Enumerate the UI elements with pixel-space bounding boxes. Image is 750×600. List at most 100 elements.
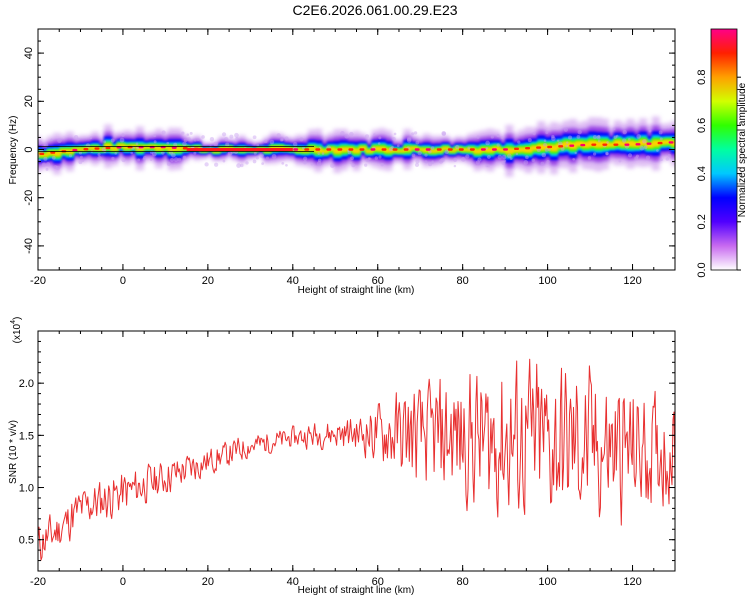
spectral-noise-dot — [281, 162, 285, 165]
spectral-noise-dot — [271, 153, 277, 159]
spectral-noise-dot — [592, 135, 598, 140]
spectral-noise-dot — [536, 147, 541, 153]
spectral-noise-dot — [388, 146, 394, 152]
spectral-band-cell — [53, 151, 62, 157]
spectral-peak — [580, 143, 586, 147]
spectral-peak — [105, 146, 111, 150]
spectral-noise-dot — [500, 136, 504, 139]
spectral-noise-dot — [97, 155, 102, 161]
spectral-noise-dot — [170, 157, 175, 162]
spectral-band-cell — [84, 146, 93, 151]
spectral-noise-dot — [541, 152, 547, 158]
spectrogram-x-tick-label: 120 — [623, 275, 641, 287]
spectral-noise-dot — [485, 140, 490, 146]
spectral-noise-dot — [424, 153, 428, 157]
spectral-noise-dot — [321, 152, 325, 155]
spectral-noise-dot — [391, 145, 394, 149]
spectral-noise-dot — [234, 132, 239, 138]
spectral-band-cell — [537, 143, 546, 151]
spectral-noise-dot — [302, 146, 306, 150]
spectral-band-cell — [428, 149, 437, 154]
spectral-noise-dot — [149, 158, 153, 161]
spectral-noise-dot — [501, 160, 506, 165]
snr-y-tick-label: 1.5 — [19, 430, 34, 442]
spectral-noise-dot — [485, 146, 489, 150]
spectral-band-cell — [524, 147, 533, 153]
spectral-noise-dot — [181, 131, 185, 135]
snr-y-tick-label: 2.0 — [19, 378, 34, 390]
spectral-noise-dot — [340, 131, 345, 136]
spectral-noise-dot — [490, 135, 494, 139]
spectral-band-cell — [511, 148, 520, 153]
spectral-noise-dot — [186, 133, 190, 136]
spectral-noise-dot — [103, 140, 107, 144]
spectral-noise-dot — [78, 151, 83, 155]
spectral-noise-dot — [659, 137, 663, 141]
spectral-peak — [50, 151, 56, 154]
spectral-noise-dot — [465, 154, 470, 159]
spectral-noise-dot — [38, 153, 41, 159]
spectral-band-cell — [594, 141, 603, 148]
spectral-band-cell — [320, 149, 329, 154]
spectral-noise-dot — [121, 157, 126, 163]
colorbar-label: Normalized spectral amplitude — [737, 82, 748, 217]
snr-x-tick-label: 100 — [538, 576, 556, 588]
spectral-noise-dot — [635, 154, 640, 158]
spectral-noise-dot — [85, 143, 91, 148]
spectral-noise-dot — [543, 139, 547, 143]
spectral-band-cell — [110, 146, 119, 152]
spectral-band-cell — [486, 147, 495, 153]
spectral-noise-dot — [252, 159, 257, 164]
spectral-noise-dot — [46, 162, 51, 167]
spectral-band-cell — [276, 145, 285, 150]
spectral-band-cell — [473, 148, 482, 154]
spectral-band-cell — [454, 147, 463, 151]
spectral-noise-dot — [214, 162, 219, 167]
spectral-noise-dot — [317, 152, 321, 155]
spectral-peak — [315, 148, 321, 151]
spectral-noise-dot — [613, 127, 616, 131]
spectral-noise-dot — [431, 161, 434, 165]
spectral-noise-dot — [177, 157, 182, 162]
spectral-band-cell — [460, 148, 469, 152]
spectral-noise-dot — [622, 129, 627, 135]
chart-title: C2E6.2026.061.00.29.E23 — [292, 2, 457, 18]
spectral-noise-dot — [428, 162, 433, 167]
spectral-peak — [536, 146, 542, 149]
spectral-peak — [348, 148, 354, 151]
spectral-peak — [72, 148, 78, 152]
spectral-noise-dot — [441, 131, 446, 136]
spectrogram-y-label: Frequency (Hz) — [8, 116, 19, 185]
spectral-peak — [668, 141, 674, 144]
spectral-noise-dot — [615, 134, 619, 138]
spectrogram-x-tick-label: 0 — [120, 275, 126, 287]
spectral-noise-dot — [431, 160, 434, 163]
spectral-noise-dot — [374, 156, 379, 160]
spectral-noise-dot — [551, 136, 556, 141]
spectral-band-cell — [651, 140, 660, 147]
spectral-noise-dot — [50, 138, 53, 142]
spectral-noise-dot — [424, 160, 428, 164]
spectral-band-cell — [581, 141, 590, 149]
colorbar-tick-label: 0.2 — [696, 214, 708, 229]
spectral-noise-dot — [430, 146, 435, 150]
spectral-noise-dot — [525, 155, 529, 160]
spectral-peak — [635, 143, 641, 146]
spectral-peak — [182, 147, 188, 150]
spectrogram-x-tick-label: 20 — [202, 275, 214, 287]
spectral-peak — [326, 148, 332, 151]
snr-x-tick-label: 60 — [372, 576, 384, 588]
spectral-noise-dot — [568, 135, 573, 140]
spectral-noise-dot — [392, 137, 396, 141]
spectral-noise-dot — [368, 157, 372, 161]
spectral-peak — [458, 148, 464, 151]
snr-y-tick-label: 1.0 — [19, 483, 34, 495]
spectral-noise-dot — [486, 155, 491, 159]
spectral-band-cell — [397, 149, 406, 153]
spectral-noise-dot — [111, 156, 115, 161]
spectral-band-cell — [78, 147, 87, 152]
spectral-band-cell — [97, 147, 106, 152]
svg-text:(x104): (x104) — [10, 317, 23, 344]
spectral-noise-dot — [364, 163, 368, 167]
